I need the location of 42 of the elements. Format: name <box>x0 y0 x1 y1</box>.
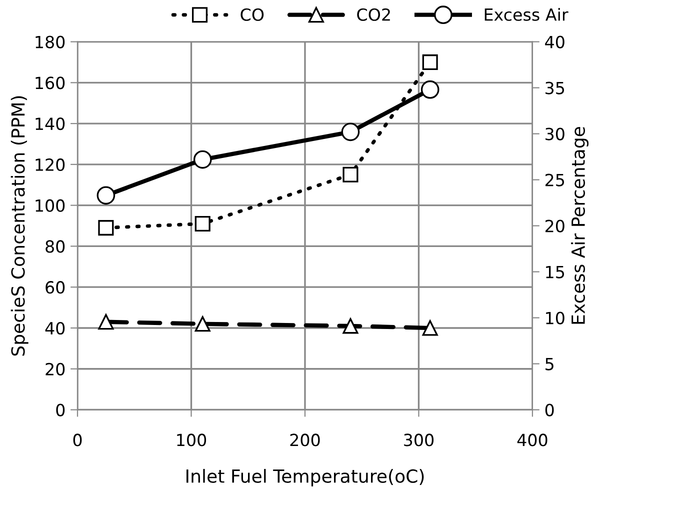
y-tick-label: 0 <box>56 404 65 416</box>
y2-tick-label: 5 <box>546 358 554 370</box>
y2-tick-label: 0 <box>545 404 554 416</box>
point <box>96 186 116 205</box>
y-tick-label: 140 <box>36 118 65 130</box>
y-tick-label: 160 <box>36 76 65 90</box>
x-tick-label: 300 <box>404 434 434 446</box>
y2-tick-label: 10 <box>546 312 564 324</box>
legend-label: CO2 <box>357 8 390 21</box>
point <box>98 220 114 236</box>
point <box>342 318 358 334</box>
y2-tick-label: 30 <box>546 128 564 140</box>
legend-label: Excess Air <box>484 8 568 21</box>
y2-tick-label: 35 <box>546 82 564 94</box>
y-tick-label: 180 <box>36 36 65 48</box>
y2-tick-label: 20 <box>545 220 564 232</box>
x-tick-label: 100 <box>177 434 206 446</box>
y-tick-label: 120 <box>36 158 65 171</box>
point <box>342 166 358 182</box>
y2-axis-title: Excess Air Percentage <box>571 127 589 324</box>
point <box>98 314 114 330</box>
legend-label: CO <box>240 8 264 21</box>
y2-tick-label: 40 <box>545 36 564 48</box>
point <box>341 122 360 142</box>
y2-tick-label: 25 <box>545 174 564 186</box>
point <box>194 216 210 232</box>
point <box>194 316 210 332</box>
y2-tick-label: 15 <box>546 266 564 278</box>
y-tick-label: 20 <box>46 362 65 376</box>
y-tick-label: 60 <box>46 281 65 294</box>
x-tick-label: 0 <box>73 434 82 446</box>
point <box>422 320 438 336</box>
y-axis-title: SpecieS Concentration (PPM) <box>10 96 28 356</box>
x-tick-label: 200 <box>290 434 320 446</box>
point <box>193 150 212 169</box>
y-tick-label: 100 <box>36 199 65 212</box>
x-tick-label: 400 <box>517 434 548 446</box>
y-tick-label: 80 <box>46 240 65 253</box>
x-axis-title: Inlet Fuel Temperature(oC) <box>186 468 424 486</box>
point <box>422 54 438 70</box>
y-tick-label: 40 <box>45 322 65 335</box>
point <box>420 80 440 99</box>
